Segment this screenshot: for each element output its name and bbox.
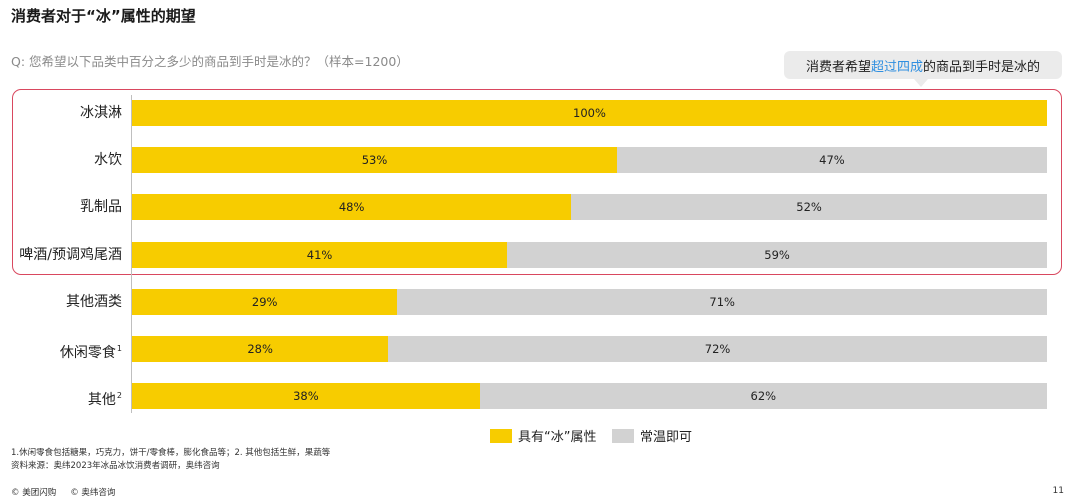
category-label: 啤酒/预调鸡尾酒 bbox=[19, 247, 122, 263]
category-label: 休闲零食1 bbox=[59, 344, 122, 361]
category-label: 乳制品 bbox=[80, 199, 122, 215]
bar-segment-ice: 29% bbox=[132, 289, 398, 315]
category-label: 冰淇淋 bbox=[80, 105, 122, 121]
category-label: 其他2 bbox=[87, 391, 122, 408]
legend-item-ice: 具有“冰”属性 bbox=[490, 426, 596, 445]
page-title: 消费者对于“冰”属性的期望 bbox=[11, 7, 196, 25]
bar-segment-ice: 53% bbox=[132, 147, 617, 173]
bar-segment-normal: 62% bbox=[479, 383, 1047, 409]
callout-text-highlight: 超过四成 bbox=[870, 59, 923, 75]
footer-brand-oliver-wyman: © 奥纬咨询 bbox=[70, 488, 116, 498]
y-axis-line bbox=[131, 95, 132, 413]
legend-label-ice: 具有“冰”属性 bbox=[518, 430, 597, 445]
legend-item-normal: 常温即可 bbox=[612, 426, 692, 445]
callout-pointer bbox=[914, 79, 928, 87]
footnote-1: 1.休闲零食包括糖果，巧克力，饼干/零食棒，膨化食品等；2. 其他包括生鲜，果蔬… bbox=[11, 448, 331, 458]
legend-swatch-ice bbox=[490, 428, 512, 443]
bar-segment-ice: 38% bbox=[132, 383, 480, 409]
callout-text-post: 的商品到手时是冰的 bbox=[923, 59, 1041, 75]
survey-question: Q: 您希望以下品类中百分之多少的商品到手时是冰的？（样本=1200） bbox=[11, 54, 409, 69]
bar-segment-ice: 28% bbox=[132, 336, 389, 362]
page-number: 11 bbox=[1052, 486, 1064, 496]
bar-segment-normal: 47% bbox=[616, 147, 1047, 173]
footer-brands: © 美团闪购 © 奥纬咨询 bbox=[11, 486, 129, 498]
category-label: 水饮 bbox=[94, 152, 122, 168]
bar-segment-normal: 71% bbox=[397, 289, 1047, 315]
footnote-source: 资料来源：奥纬2023年冰品冰饮消费者调研，奥纬咨询 bbox=[11, 461, 220, 471]
callout-bubble: 消费者希望 超过四成 的商品到手时是冰的 bbox=[784, 51, 1062, 79]
legend-label-normal: 常温即可 bbox=[640, 430, 693, 445]
category-label: 其他酒类 bbox=[66, 294, 122, 310]
highlight-box bbox=[12, 89, 1062, 275]
bar-segment-normal: 52% bbox=[571, 194, 1047, 220]
bar-segment-ice: 48% bbox=[132, 194, 572, 220]
bar-segment-ice: 41% bbox=[132, 242, 508, 268]
callout-text-pre: 消费者希望 bbox=[805, 59, 871, 75]
bar-segment-normal: 72% bbox=[388, 336, 1047, 362]
bar-segment-ice: 100% bbox=[132, 100, 1047, 126]
bar-segment-normal: 59% bbox=[507, 242, 1047, 268]
legend-swatch-normal bbox=[612, 428, 634, 443]
footer-brand-meituan: © 美团闪购 bbox=[11, 488, 57, 498]
